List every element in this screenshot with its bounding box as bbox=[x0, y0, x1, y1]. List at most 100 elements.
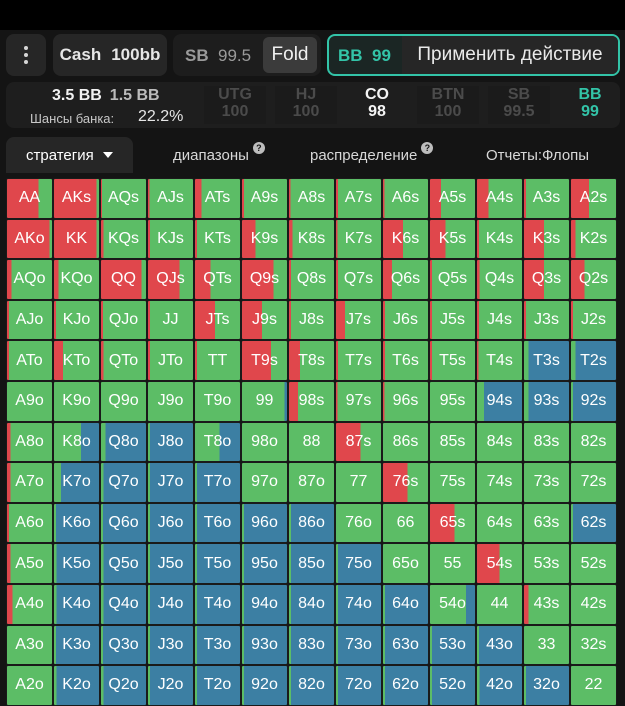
hand-cell[interactable]: Q3s bbox=[523, 259, 570, 300]
hand-cell[interactable]: J6o bbox=[147, 502, 194, 544]
position-utg[interactable]: UTG 100 bbox=[204, 86, 266, 124]
hand-cell[interactable]: AKs bbox=[53, 178, 100, 219]
hand-cell[interactable]: 84s bbox=[476, 421, 523, 463]
hand-cell[interactable]: K6s bbox=[382, 218, 429, 260]
hand-cell[interactable]: QJs bbox=[147, 259, 194, 300]
hand-cell[interactable]: A6o bbox=[6, 502, 53, 544]
hand-cell[interactable]: AQo bbox=[6, 259, 53, 300]
hand-cell[interactable]: K3o bbox=[53, 624, 100, 666]
hand-cell[interactable]: 43s bbox=[523, 583, 570, 625]
help-icon[interactable]: ? bbox=[421, 142, 434, 154]
hand-cell[interactable]: KTs bbox=[194, 218, 241, 260]
hand-cell[interactable]: T6o bbox=[194, 502, 241, 544]
stack-settings-button[interactable]: Cash 100bb bbox=[53, 34, 167, 76]
hand-cell[interactable]: TT bbox=[194, 340, 241, 381]
hand-cell[interactable]: AA bbox=[6, 178, 53, 219]
hand-cell[interactable]: 54s bbox=[476, 543, 523, 584]
hand-cell[interactable]: KQo bbox=[53, 259, 100, 300]
hand-cell[interactable]: 85o bbox=[288, 543, 335, 584]
hand-cell[interactable]: 84o bbox=[288, 583, 335, 625]
hand-cell[interactable]: Q2s bbox=[570, 259, 617, 300]
hand-cell[interactable]: A4o bbox=[6, 583, 53, 625]
hand-cell[interactable]: KJo bbox=[53, 299, 100, 341]
hand-cell[interactable]: T5s bbox=[429, 340, 476, 381]
hand-cell[interactable]: KK bbox=[53, 218, 100, 260]
hand-cell[interactable]: K5o bbox=[53, 543, 100, 584]
tab-ranges[interactable]: диапазоны ? bbox=[173, 137, 265, 173]
hand-cell[interactable]: 53s bbox=[523, 543, 570, 584]
hand-cell[interactable]: J3o bbox=[147, 624, 194, 666]
hand-cell[interactable]: 43o bbox=[476, 624, 523, 666]
hand-cell[interactable]: KQs bbox=[100, 218, 147, 260]
hand-cell[interactable]: 94s bbox=[476, 380, 523, 422]
hand-cell[interactable]: T8s bbox=[288, 340, 335, 381]
tab-strategy[interactable]: стратегия bbox=[6, 137, 133, 173]
hand-cell[interactable]: 92o bbox=[241, 665, 288, 706]
hand-cell[interactable]: A8o bbox=[6, 421, 53, 463]
hand-cell[interactable]: 95s bbox=[429, 380, 476, 422]
hand-cell[interactable]: Q4o bbox=[100, 583, 147, 625]
hand-cell[interactable]: J2o bbox=[147, 665, 194, 706]
hand-cell[interactable]: K8s bbox=[288, 218, 335, 260]
hand-cell[interactable]: A6s bbox=[382, 178, 429, 219]
hand-cell[interactable]: 74o bbox=[335, 583, 382, 625]
hand-cell[interactable]: 52s bbox=[570, 543, 617, 584]
hand-cell[interactable]: 62o bbox=[382, 665, 429, 706]
hand-cell[interactable]: J6s bbox=[382, 299, 429, 341]
hand-cell[interactable]: 63s bbox=[523, 502, 570, 544]
hand-cell[interactable]: T8o bbox=[194, 421, 241, 463]
hand-cell[interactable]: AJo bbox=[6, 299, 53, 341]
menu-button[interactable] bbox=[6, 34, 46, 76]
hand-cell[interactable]: A7s bbox=[335, 178, 382, 219]
hand-cell[interactable]: 66 bbox=[382, 502, 429, 544]
hand-cell[interactable]: A9o bbox=[6, 380, 53, 422]
hand-cell[interactable]: J4s bbox=[476, 299, 523, 341]
hand-cell[interactable]: 87o bbox=[288, 462, 335, 503]
hand-cell[interactable]: A3o bbox=[6, 624, 53, 666]
hand-cell[interactable]: Q5s bbox=[429, 259, 476, 300]
hand-cell[interactable]: T2s bbox=[570, 340, 617, 381]
hand-cell[interactable]: K2s bbox=[570, 218, 617, 260]
hand-cell[interactable]: J7o bbox=[147, 462, 194, 503]
hand-cell[interactable]: A5s bbox=[429, 178, 476, 219]
hand-cell[interactable]: J5o bbox=[147, 543, 194, 584]
hand-cell[interactable]: 62s bbox=[570, 502, 617, 544]
hand-cell[interactable]: J7s bbox=[335, 299, 382, 341]
tab-distribution[interactable]: распределение ? bbox=[310, 137, 434, 173]
hand-cell[interactable]: J8o bbox=[147, 421, 194, 463]
hand-cell[interactable]: A5o bbox=[6, 543, 53, 584]
hand-cell[interactable]: 73s bbox=[523, 462, 570, 503]
hand-cell[interactable]: 73o bbox=[335, 624, 382, 666]
hand-cell[interactable]: 76s bbox=[382, 462, 429, 503]
hand-cell[interactable]: K9s bbox=[241, 218, 288, 260]
hand-cell[interactable]: K4o bbox=[53, 583, 100, 625]
hand-cell[interactable]: 99 bbox=[241, 380, 288, 422]
hand-cell[interactable]: 88 bbox=[288, 421, 335, 463]
hand-cell[interactable]: AJs bbox=[147, 178, 194, 219]
hand-cell[interactable]: A2s bbox=[570, 178, 617, 219]
position-sb[interactable]: SB 99.5 bbox=[488, 86, 550, 124]
hand-cell[interactable]: T7s bbox=[335, 340, 382, 381]
hand-cell[interactable]: KJs bbox=[147, 218, 194, 260]
hand-cell[interactable]: 44 bbox=[476, 583, 523, 625]
hand-cell[interactable]: 82o bbox=[288, 665, 335, 706]
hand-cell[interactable]: 32o bbox=[523, 665, 570, 706]
hand-cell[interactable]: A4s bbox=[476, 178, 523, 219]
hand-cell[interactable]: T9o bbox=[194, 380, 241, 422]
hand-cell[interactable]: 64s bbox=[476, 502, 523, 544]
hand-cell[interactable]: 86o bbox=[288, 502, 335, 544]
help-icon[interactable]: ? bbox=[252, 142, 265, 154]
hand-cell[interactable]: J4o bbox=[147, 583, 194, 625]
hand-cell[interactable]: 54o bbox=[429, 583, 476, 625]
hand-cell[interactable]: 86s bbox=[382, 421, 429, 463]
hand-cell[interactable]: T4o bbox=[194, 583, 241, 625]
hand-cell[interactable]: T6s bbox=[382, 340, 429, 381]
hand-cell[interactable]: K8o bbox=[53, 421, 100, 463]
hand-cell[interactable]: 92s bbox=[570, 380, 617, 422]
hand-cell[interactable]: JTo bbox=[147, 340, 194, 381]
hand-cell[interactable]: 93o bbox=[241, 624, 288, 666]
hand-cell[interactable]: 97s bbox=[335, 380, 382, 422]
hand-cell[interactable]: A2o bbox=[6, 665, 53, 706]
hand-cell[interactable]: 22 bbox=[570, 665, 617, 706]
hand-cell[interactable]: Q9s bbox=[241, 259, 288, 300]
